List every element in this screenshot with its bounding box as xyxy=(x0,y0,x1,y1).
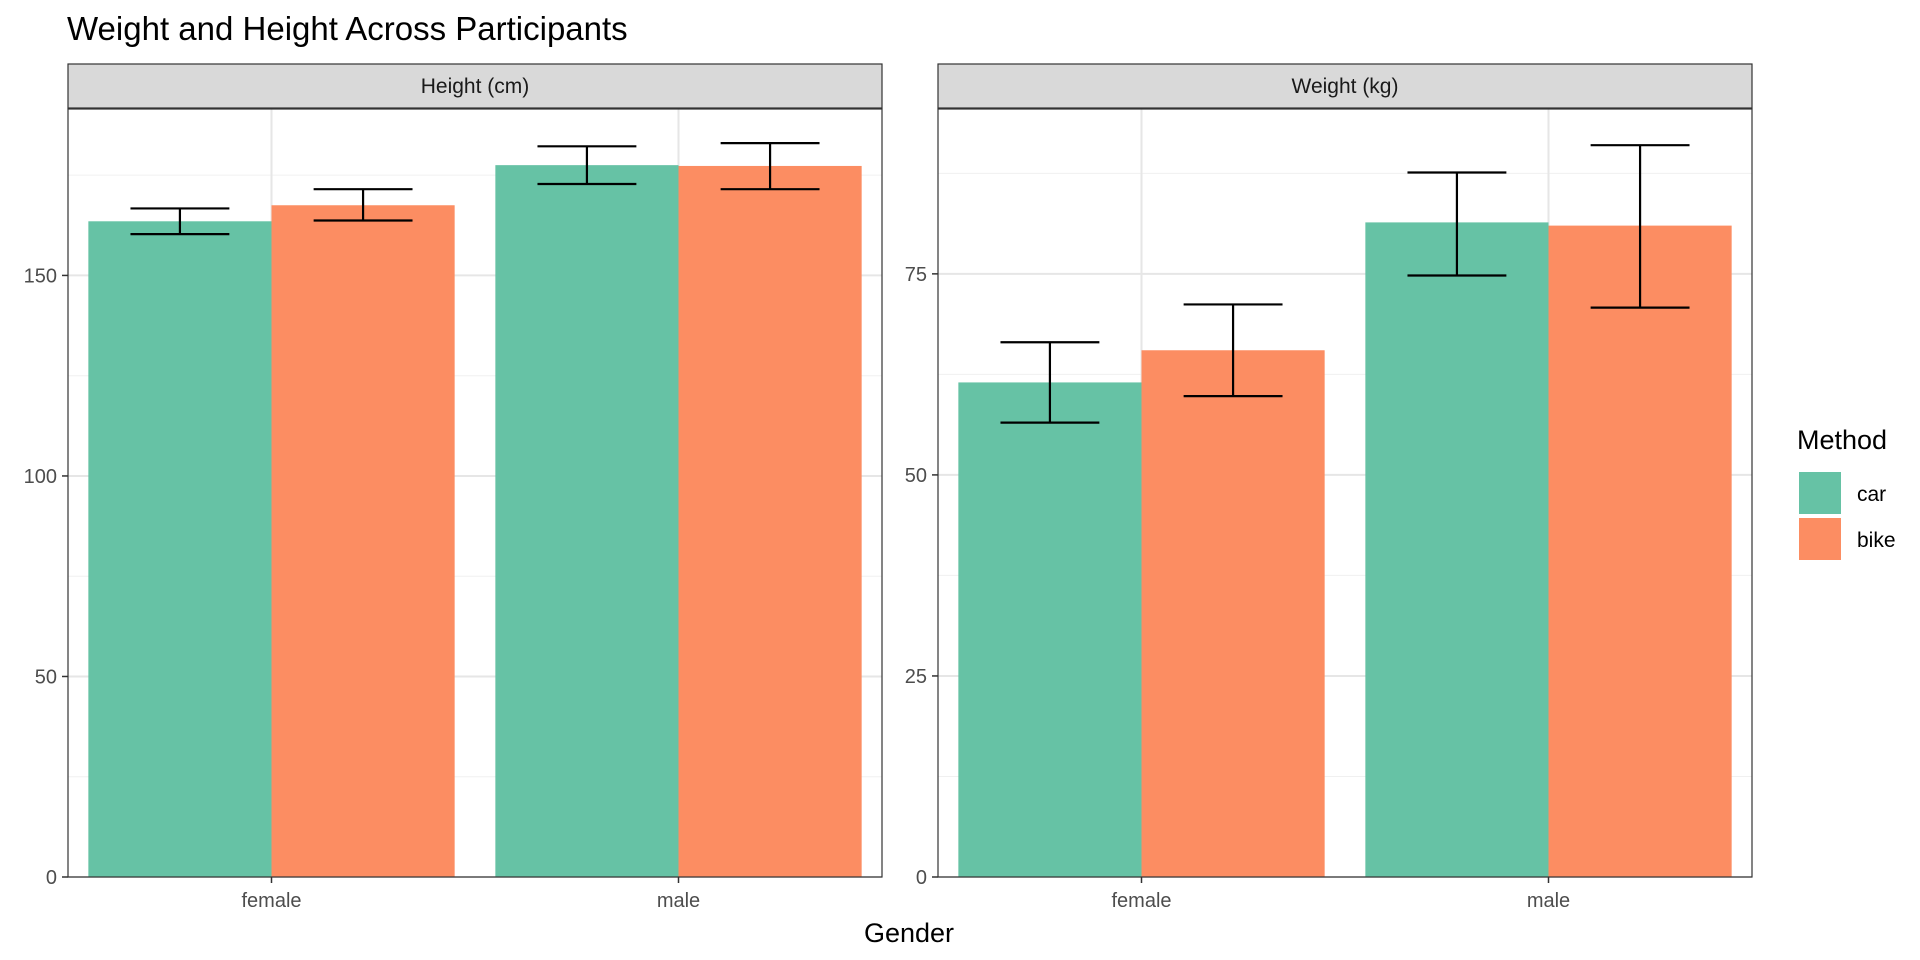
error-bar-bike-male xyxy=(1590,144,1690,309)
strip-background xyxy=(67,63,883,109)
legend-key-bike xyxy=(1799,518,1841,560)
error-bar-car-female xyxy=(1000,341,1100,424)
chart-title: Weight and Height Across Participants xyxy=(67,10,628,47)
bar-car-male xyxy=(495,165,679,877)
strip-label: Weight (kg) xyxy=(1292,75,1399,98)
y-tick-label: 100 xyxy=(24,466,57,488)
x-tick-label: male xyxy=(657,890,700,912)
panel-border xyxy=(67,108,883,878)
x-tick-label: female xyxy=(241,890,301,912)
bar-bike-male xyxy=(1548,225,1732,878)
error-bar-bike-female xyxy=(313,188,413,222)
error-bar-car-male xyxy=(1407,171,1507,277)
bar-car-female xyxy=(958,382,1142,877)
error-bar-car-female xyxy=(130,207,230,236)
panel-border xyxy=(937,108,1753,878)
y-tick-label: 75 xyxy=(905,264,927,286)
panel-weight: Weight (kg) 0 25 50 75 female male xyxy=(905,63,1753,912)
y-tick-label: 150 xyxy=(24,265,57,287)
strip-background xyxy=(937,63,1753,109)
panel-height: Height (cm) 0 50 100 150 female male xyxy=(24,63,883,912)
bar-bike-female xyxy=(1141,350,1325,877)
x-tick-label: female xyxy=(1111,890,1171,912)
error-bar-bike-male xyxy=(720,141,820,191)
bar-bike-male xyxy=(678,165,862,877)
legend-label-bike: bike xyxy=(1857,529,1896,552)
y-tick-label: 25 xyxy=(905,666,927,688)
legend-key-car xyxy=(1799,472,1841,514)
bar-bike-female xyxy=(271,205,455,877)
strip-label: Height (cm) xyxy=(421,75,530,98)
legend: Method car bike xyxy=(1797,425,1896,560)
legend-title: Method xyxy=(1797,425,1887,455)
y-tick-label: 0 xyxy=(916,867,927,889)
bar-car-female xyxy=(88,221,272,878)
x-tick-label: male xyxy=(1527,890,1570,912)
y-tick-label: 50 xyxy=(35,666,57,688)
error-bar-bike-female xyxy=(1183,303,1283,398)
legend-label-car: car xyxy=(1857,483,1886,506)
y-tick-label: 0 xyxy=(46,867,57,889)
error-bar-car-male xyxy=(537,145,637,186)
x-axis-title: Gender xyxy=(864,918,954,948)
y-tick-label: 50 xyxy=(905,465,927,487)
bar-car-male xyxy=(1365,222,1549,878)
